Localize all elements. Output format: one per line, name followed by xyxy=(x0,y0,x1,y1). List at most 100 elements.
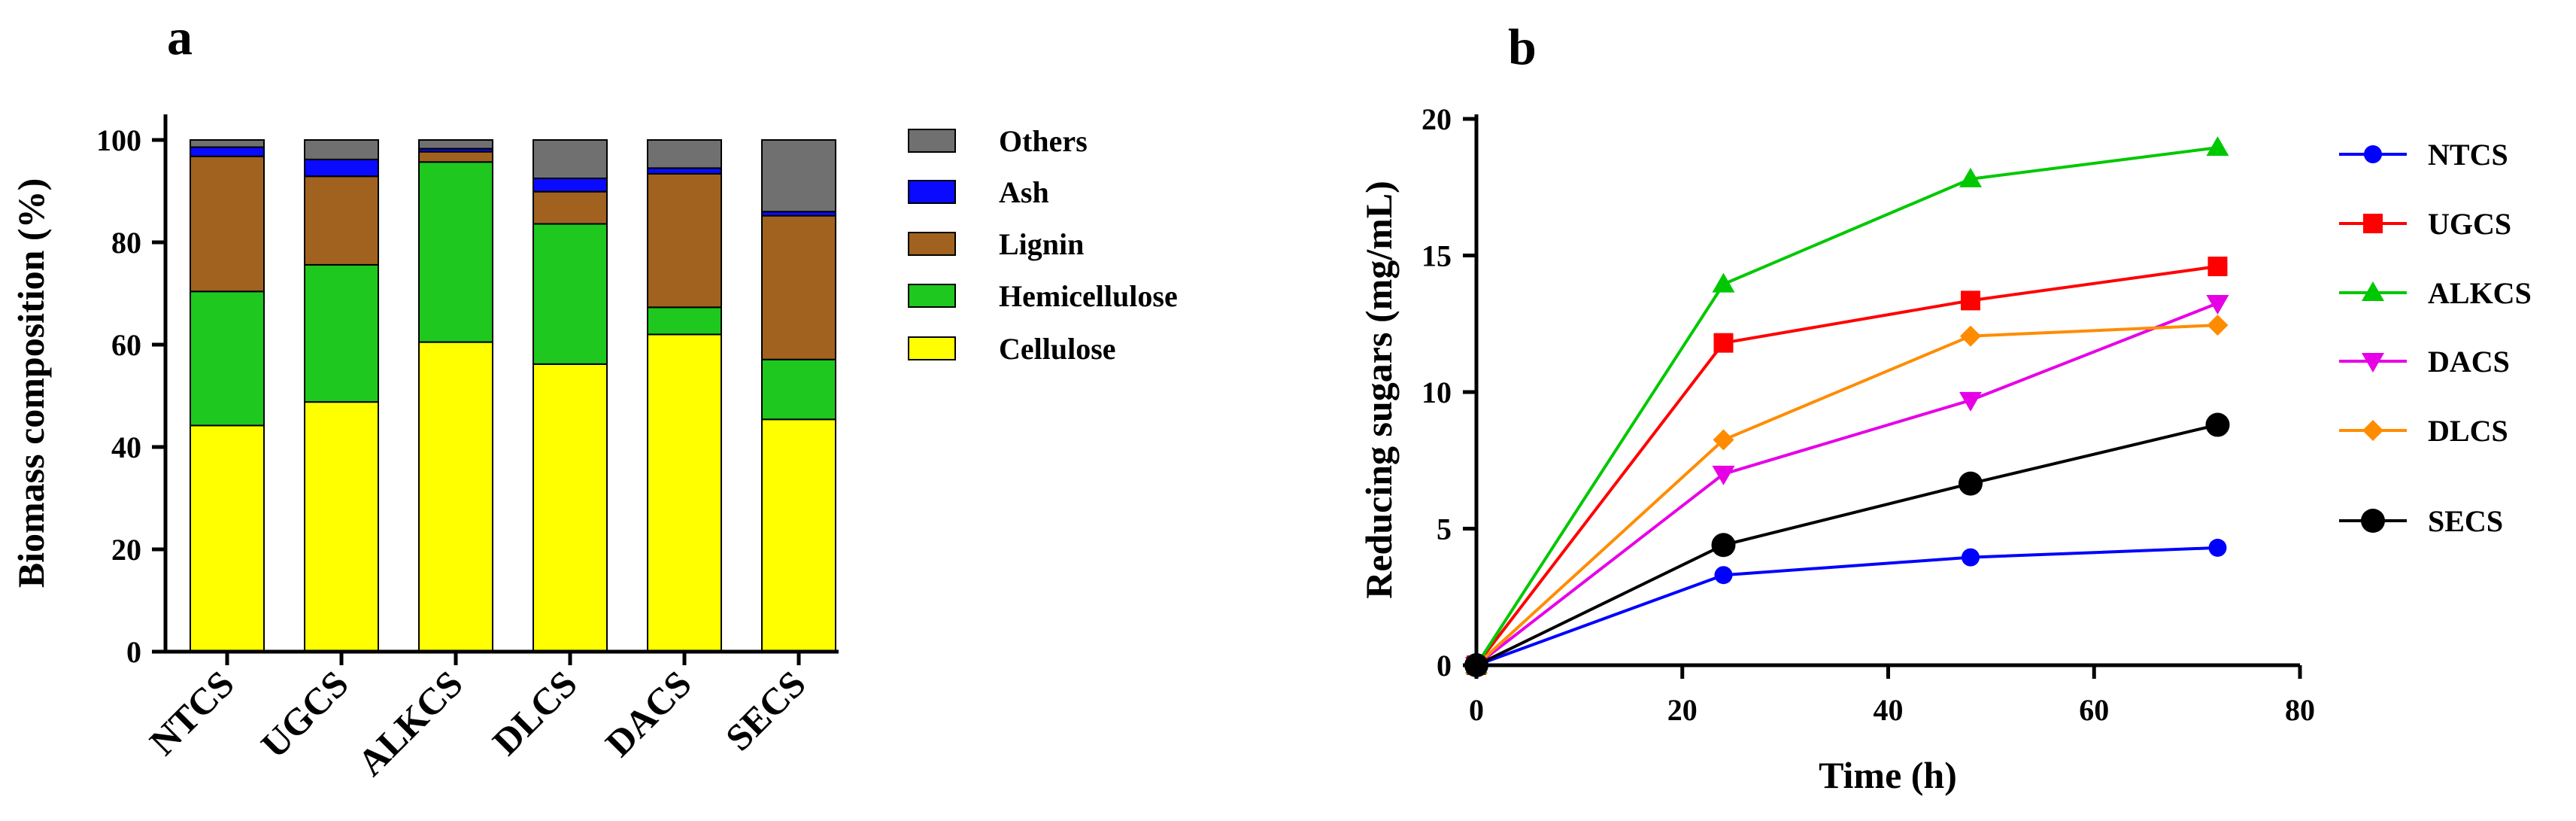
legend-swatch-lignin xyxy=(908,232,956,256)
bar-segment-alkcs-others xyxy=(418,139,493,150)
y-ticks: 0 20 40 60 80 100 xyxy=(96,123,165,669)
series xyxy=(1464,136,2230,677)
y-ticks: 0 5 10 15 20 xyxy=(1422,102,1476,683)
bar-segment-ntcs-others xyxy=(190,139,265,148)
bar-segment-ugcs-others xyxy=(304,139,379,160)
bar-segment-ugcs-lignin xyxy=(304,175,379,266)
bar-segment-dacs-hemicellulose xyxy=(647,306,722,336)
bar-segment-ugcs-hemicellulose xyxy=(304,263,379,403)
legend-label-alkcs: ALKCS xyxy=(2428,276,2532,310)
legend-label-ntcs: NTCS xyxy=(2428,138,2508,172)
series-ntcs xyxy=(1467,538,2227,674)
legend-marker-ugcs xyxy=(2363,214,2383,233)
bar-segment-dlcs-cellulose xyxy=(532,363,608,652)
legend-label-others: Others xyxy=(999,124,1088,158)
y-tick-label: 60 xyxy=(111,328,141,362)
data-point-ntcs-72 xyxy=(2208,538,2227,557)
bar-segment-secs-hemicellulose xyxy=(761,358,836,421)
data-point-ugcs-48 xyxy=(1961,290,1980,311)
x-tick-label: 80 xyxy=(2285,693,2315,727)
series-line-alkcs xyxy=(1475,146,2218,667)
bar-segment-alkcs-cellulose xyxy=(418,341,493,652)
data-point-alkcs-48 xyxy=(1959,167,1982,187)
bar-segment-secs-lignin xyxy=(761,214,836,360)
y-tick-label: 80 xyxy=(111,226,141,260)
legend-swatch-hemicellulose xyxy=(908,284,956,308)
series-line-ntcs xyxy=(1476,546,2218,667)
x-tick-label-dlcs: DLCS xyxy=(484,662,585,763)
bar-segment-dlcs-others xyxy=(532,139,608,179)
data-point-secs-48 xyxy=(1959,471,1983,496)
bar-segment-secs-others xyxy=(761,139,836,213)
stacked-bars xyxy=(190,139,836,653)
data-point-alkcs-24 xyxy=(1712,272,1735,293)
x-tick-label-secs: SECS xyxy=(718,662,814,759)
bar-group-dacs xyxy=(647,139,722,652)
legend-marker-dacs xyxy=(2362,353,2384,372)
series-alkcs xyxy=(1465,136,2229,674)
x-tick-label: 20 xyxy=(1667,693,1698,727)
bar-segment-dlcs-hemicellulose xyxy=(532,223,608,365)
data-point-ntcs-24 xyxy=(1714,566,1733,585)
series-dlcs xyxy=(1466,315,2229,676)
y-tick-label: 5 xyxy=(1437,512,1452,546)
y-tick-label: 0 xyxy=(126,635,141,669)
x-tick-label: 0 xyxy=(1469,693,1484,727)
data-point-alkcs-72 xyxy=(2206,136,2229,157)
legend-label-ugcs: UGCS xyxy=(2428,207,2511,241)
x-tick-label-dacs: DACS xyxy=(597,662,699,765)
panel-a-label: a xyxy=(167,8,193,65)
series-line-dlcs xyxy=(1475,324,2218,667)
legend-swatch-others xyxy=(908,129,956,153)
bar-segment-alkcs-hemicellulose xyxy=(418,161,493,343)
y-axis-title: Biomass composition (%) xyxy=(10,178,52,588)
x-tick-label: 60 xyxy=(2079,693,2109,727)
series-secs xyxy=(1464,412,2230,677)
legend-label-lignin: Lignin xyxy=(999,227,1084,261)
bar-segment-dacs-others xyxy=(647,139,722,169)
data-point-secs-0 xyxy=(1464,653,1488,677)
y-axis-title: Reducing sugars (mg/mL) xyxy=(1358,181,1400,599)
legend-label-dacs: DACS xyxy=(2428,345,2510,379)
bar-segment-ntcs-lignin xyxy=(190,155,265,293)
x-tick-label-ntcs: NTCS xyxy=(141,662,242,763)
legend-swatch-ash xyxy=(908,180,956,204)
legend-marker-alkcs xyxy=(2362,281,2384,301)
data-point-ugcs-24 xyxy=(1713,333,1734,353)
legend-label-ash: Ash xyxy=(999,175,1049,209)
data-point-dacs-24 xyxy=(1712,465,1735,485)
data-point-secs-24 xyxy=(1711,533,1736,558)
y-tick-label: 15 xyxy=(1422,239,1452,273)
y-tick-label: 20 xyxy=(1422,102,1452,136)
legend-marker-secs xyxy=(2361,509,2385,533)
x-axis-title: Time (h) xyxy=(1819,754,1957,796)
legend-marker-ntcs xyxy=(2364,145,2382,163)
series-ugcs xyxy=(1467,257,2228,675)
bar-segment-dacs-lignin xyxy=(647,172,722,309)
bar-segment-ugcs-cellulose xyxy=(304,401,379,652)
bar-group-ugcs xyxy=(304,139,379,652)
legend-label-dlcs: DLCS xyxy=(2428,414,2508,448)
y-tick-label: 100 xyxy=(96,123,141,157)
legend-label-secs: SECS xyxy=(2428,504,2503,538)
bar-segment-ugcs-ash xyxy=(304,158,379,178)
bar-segment-alkcs-lignin xyxy=(418,151,493,163)
y-axis-line xyxy=(163,114,839,654)
legend-label-cellulose: Cellulose xyxy=(999,332,1116,366)
legend: Others Ash Lignin Hemicellulose Cellulose xyxy=(908,124,1178,366)
bar-group-ntcs xyxy=(190,139,265,652)
legend-marker-dlcs xyxy=(2362,420,2383,441)
y-tick-label: 0 xyxy=(1437,649,1452,683)
series-line-secs xyxy=(1476,423,2218,667)
bar-segment-dacs-ash xyxy=(647,167,722,175)
bar-group-dlcs xyxy=(532,139,608,652)
x-tick-label-ugcs: UGCS xyxy=(253,662,357,766)
data-point-dlcs-72 xyxy=(2207,315,2229,336)
y-tick-label: 10 xyxy=(1422,376,1452,409)
data-point-dlcs-24 xyxy=(1713,429,1734,451)
bar-segment-dacs-cellulose xyxy=(647,333,722,652)
y-tick-label: 20 xyxy=(111,533,141,567)
